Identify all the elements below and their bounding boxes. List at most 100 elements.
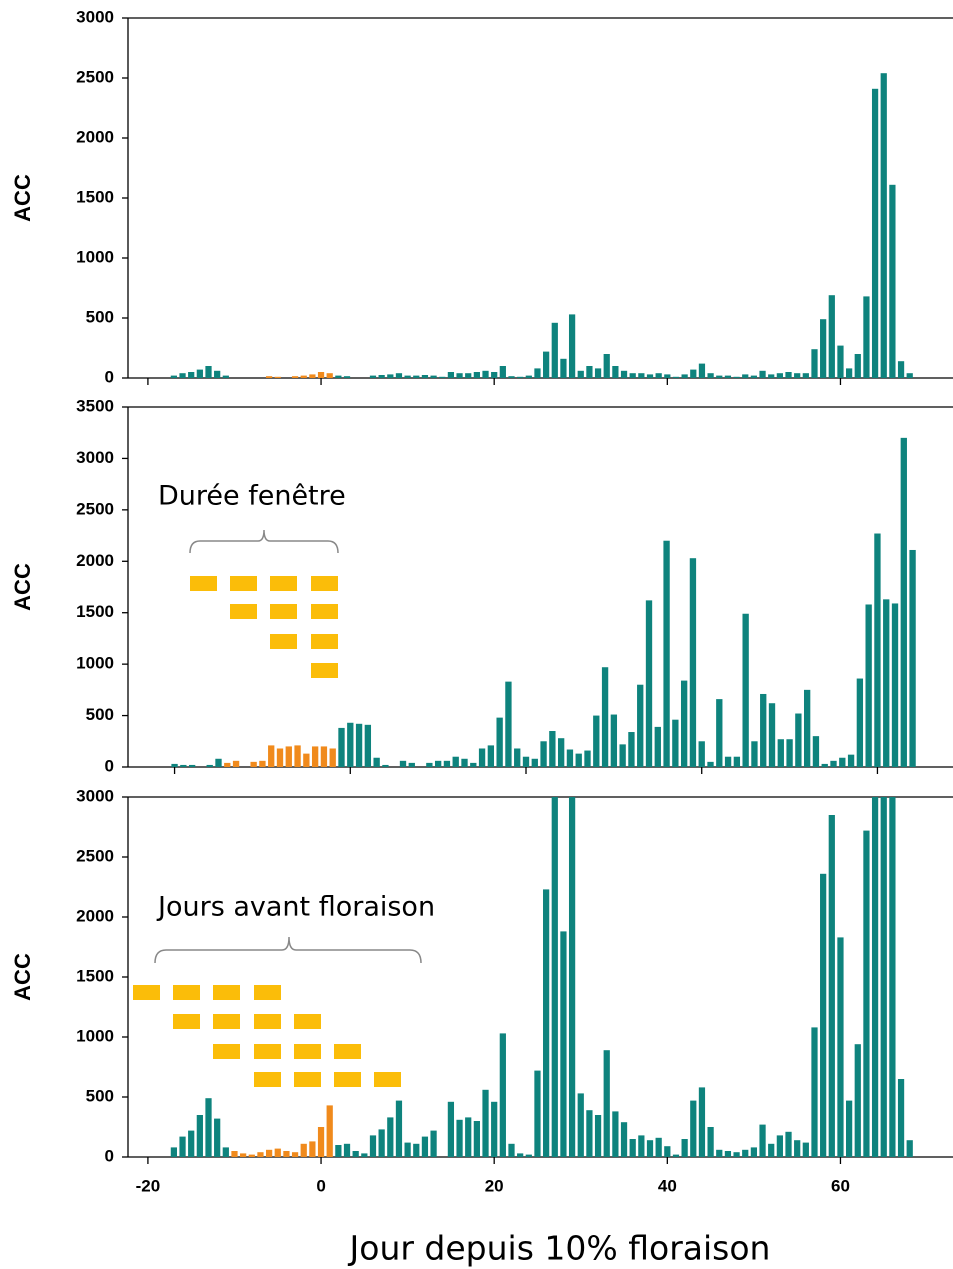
y-tick-label: 2500 bbox=[76, 499, 114, 518]
bar bbox=[865, 604, 872, 767]
bar bbox=[795, 713, 802, 767]
bar bbox=[387, 1117, 394, 1157]
bar bbox=[439, 376, 446, 378]
bar bbox=[214, 1118, 221, 1157]
bar bbox=[733, 376, 740, 378]
bar bbox=[906, 373, 913, 378]
y-tick-label: 500 bbox=[86, 705, 114, 724]
x-tick-label: 60 bbox=[831, 1176, 850, 1195]
bar bbox=[560, 931, 567, 1157]
bar bbox=[707, 761, 714, 767]
bar bbox=[300, 375, 307, 378]
x-tick-label: 20 bbox=[485, 1176, 504, 1195]
bar bbox=[399, 760, 407, 767]
bar bbox=[465, 373, 472, 378]
bar bbox=[447, 1101, 455, 1157]
bar bbox=[335, 375, 342, 378]
bar bbox=[751, 741, 758, 767]
bar bbox=[343, 1143, 351, 1157]
bar bbox=[863, 830, 870, 1157]
bar bbox=[408, 762, 415, 767]
bar bbox=[387, 374, 394, 378]
bar bbox=[531, 758, 538, 767]
bar bbox=[637, 684, 644, 767]
y-tick-label: 2500 bbox=[76, 846, 114, 865]
bar bbox=[584, 750, 591, 767]
bar bbox=[320, 746, 328, 767]
bar bbox=[603, 354, 610, 378]
bar bbox=[443, 760, 451, 767]
bar bbox=[421, 1136, 429, 1157]
bar bbox=[508, 1143, 515, 1157]
bar bbox=[724, 1151, 732, 1157]
bar bbox=[601, 667, 609, 767]
bar bbox=[646, 1140, 654, 1157]
bar bbox=[575, 753, 582, 767]
bar bbox=[268, 745, 275, 767]
bar bbox=[361, 1153, 368, 1157]
bar bbox=[802, 373, 809, 378]
bar bbox=[586, 1110, 593, 1157]
bar bbox=[883, 599, 890, 767]
bar bbox=[776, 1135, 783, 1157]
bar bbox=[549, 731, 556, 767]
y-tick-label: 3000 bbox=[76, 448, 114, 467]
y-tick-label: 1500 bbox=[76, 966, 114, 985]
bar bbox=[760, 693, 767, 767]
y-tick-label: 1000 bbox=[76, 247, 114, 266]
bar bbox=[837, 937, 844, 1157]
bar bbox=[214, 370, 221, 378]
bar bbox=[499, 1033, 506, 1157]
y-tick-label: 3500 bbox=[76, 396, 114, 415]
bar bbox=[473, 1121, 480, 1157]
y-tick-label: 2500 bbox=[76, 67, 114, 86]
bar bbox=[478, 748, 486, 767]
bar bbox=[846, 1100, 853, 1157]
bar bbox=[846, 368, 853, 378]
bar bbox=[811, 1027, 818, 1157]
bar bbox=[568, 314, 576, 378]
bar bbox=[629, 373, 636, 378]
annotation: Durée fenêtre bbox=[158, 481, 346, 512]
bar bbox=[594, 368, 602, 378]
bar bbox=[179, 1136, 186, 1157]
bar bbox=[525, 375, 532, 378]
bar bbox=[352, 1151, 359, 1157]
y-tick-label: 0 bbox=[105, 1146, 114, 1165]
bar bbox=[871, 88, 879, 378]
bar bbox=[707, 1127, 714, 1157]
bar bbox=[171, 763, 178, 767]
y-tick-label: 2000 bbox=[76, 127, 114, 146]
bar bbox=[179, 373, 186, 378]
bar bbox=[534, 368, 541, 378]
bar bbox=[240, 1153, 247, 1157]
bar bbox=[369, 1135, 377, 1157]
x-tick-label: 0 bbox=[316, 1176, 325, 1195]
bar bbox=[645, 600, 653, 767]
bar bbox=[473, 372, 480, 378]
bar bbox=[557, 738, 565, 767]
bar bbox=[499, 366, 506, 378]
bar bbox=[689, 558, 697, 767]
bar bbox=[724, 756, 732, 767]
x-axis-label: Jour depuis 10% floraison bbox=[348, 1229, 771, 1268]
bar bbox=[434, 760, 442, 767]
bar bbox=[854, 354, 861, 378]
bar bbox=[421, 375, 429, 378]
bar bbox=[821, 763, 828, 767]
bar bbox=[404, 1142, 411, 1157]
bar bbox=[452, 756, 459, 767]
bar bbox=[655, 1137, 662, 1157]
bar bbox=[880, 73, 887, 378]
bar bbox=[231, 1151, 238, 1157]
bar bbox=[900, 437, 907, 767]
bar bbox=[355, 723, 363, 767]
bar bbox=[347, 722, 354, 767]
bar bbox=[265, 376, 273, 378]
bar bbox=[897, 1079, 905, 1157]
bar bbox=[382, 764, 389, 767]
bar bbox=[222, 1147, 229, 1157]
window-diagram bbox=[189, 529, 339, 678]
bar bbox=[794, 373, 801, 378]
